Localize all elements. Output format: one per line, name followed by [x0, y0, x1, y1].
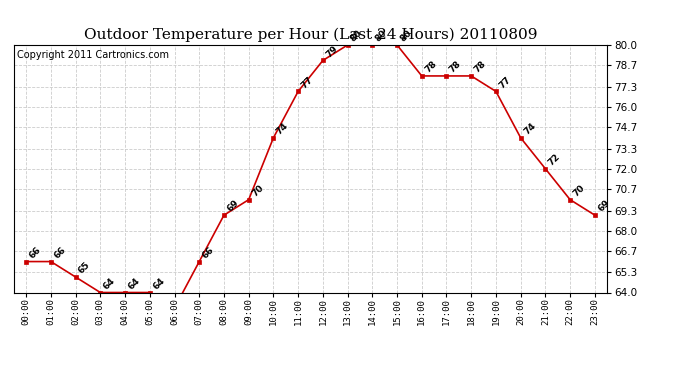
Text: 64: 64	[151, 276, 166, 291]
Text: 80: 80	[349, 28, 364, 44]
Text: 66: 66	[28, 245, 43, 260]
Title: Outdoor Temperature per Hour (Last 24 Hours) 20110809: Outdoor Temperature per Hour (Last 24 Ho…	[83, 28, 538, 42]
Text: 63: 63	[0, 374, 1, 375]
Text: 74: 74	[275, 121, 290, 136]
Text: 79: 79	[324, 44, 339, 59]
Text: 66: 66	[201, 245, 216, 260]
Text: 65: 65	[77, 261, 92, 276]
Text: 78: 78	[448, 59, 463, 75]
Text: 77: 77	[299, 75, 315, 90]
Text: 72: 72	[546, 152, 562, 167]
Text: 77: 77	[497, 75, 513, 90]
Text: Copyright 2011 Cartronics.com: Copyright 2011 Cartronics.com	[17, 50, 169, 60]
Text: 80: 80	[374, 28, 389, 44]
Text: 69: 69	[226, 198, 241, 214]
Text: 70: 70	[250, 183, 265, 198]
Text: 66: 66	[52, 245, 68, 260]
Text: 69: 69	[596, 198, 611, 214]
Text: 78: 78	[473, 59, 488, 75]
Text: 74: 74	[522, 121, 538, 136]
Text: 80: 80	[398, 28, 413, 44]
Text: 78: 78	[423, 59, 438, 75]
Text: 64: 64	[101, 276, 117, 291]
Text: 64: 64	[126, 276, 141, 291]
Text: 70: 70	[571, 183, 586, 198]
